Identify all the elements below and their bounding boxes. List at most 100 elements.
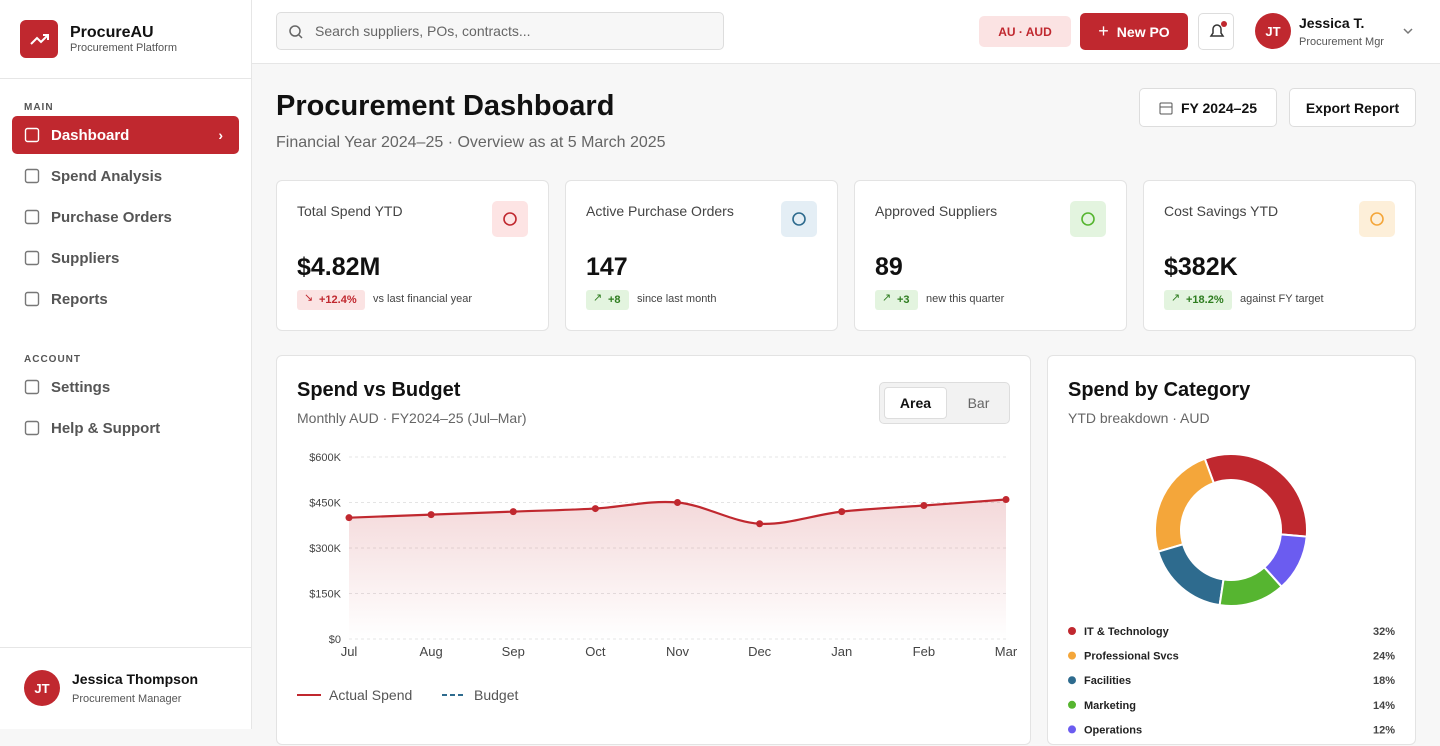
nav-item[interactable]: Spend Analysis <box>12 157 239 195</box>
icon <box>1081 212 1095 226</box>
trend-icon: ↗ <box>1171 292 1181 304</box>
point <box>1002 495 1010 503</box>
logo-icon <box>30 34 49 45</box>
topbar: Search suppliers, POs, contracts... AU ·… <box>252 0 1440 64</box>
nav-label: Help & Support <box>51 419 161 437</box>
legend-label: Marketing <box>1084 700 1136 712</box>
legend-value: 14% <box>1373 700 1395 712</box>
bell-icon <box>1209 21 1227 37</box>
area-fill <box>349 499 1006 639</box>
kpi-delta: +12.4% <box>297 290 365 310</box>
chart-subtitle: Monthly AUD · FY2024–25 (Jul–Mar) <box>297 410 527 426</box>
legend-label: Professional Svcs <box>1084 651 1179 663</box>
export-button[interactable]: Export Report <box>1289 88 1416 127</box>
kpi-value: 147 <box>586 253 628 281</box>
nav-section: MAIN <box>24 102 54 113</box>
plus-icon: + <box>1098 21 1109 41</box>
fy-button[interactable]: FY 2024–25 <box>1139 88 1277 127</box>
kpi-card: Active Purchase Orders 147 +8 since last mo… <box>565 180 838 331</box>
brand-sub: Procurement Platform <box>70 42 177 54</box>
nav-label: Purchase Orders <box>51 208 172 226</box>
avatar[interactable]: JT <box>1255 13 1291 49</box>
icon-shape <box>792 212 806 226</box>
icon-shape <box>503 212 517 226</box>
search[interactable]: Search suppliers, POs, contracts... <box>276 12 724 50</box>
nav-item[interactable]: Suppliers <box>12 239 239 277</box>
point <box>674 499 681 506</box>
icon-shape <box>1370 212 1384 226</box>
icon-shape <box>24 209 40 225</box>
icon-shape <box>24 250 40 266</box>
kpi-card: Approved Suppliers 89 +3 new this quarter ↗ <box>854 180 1127 331</box>
chart-title: Spend by Category <box>1068 379 1251 401</box>
nav-label: Dashboard <box>51 126 130 144</box>
kpi-delta: +8 <box>586 290 629 310</box>
legend-dot <box>1068 676 1076 685</box>
user-role: Procurement Mgr <box>1299 36 1384 48</box>
y-tick-label: $300K <box>309 543 341 555</box>
kpi-icon <box>1359 201 1395 237</box>
avatar: JT <box>24 670 60 706</box>
chevron: › <box>218 127 223 143</box>
x-tick-label: Mar <box>995 644 1018 659</box>
y-tick-label: $450K <box>309 498 341 510</box>
chevron <box>1403 28 1413 35</box>
nav-label: Reports <box>51 290 108 308</box>
page-subtitle: Financial Year 2024–25 · Overview as at … <box>276 134 666 151</box>
icon <box>792 212 806 226</box>
nav-label: Spend Analysis <box>51 167 163 185</box>
donut-segment <box>1262 533 1308 589</box>
nav-section: ACCOUNT <box>24 354 81 365</box>
legend-value: 18% <box>1373 675 1395 687</box>
toggle-bar[interactable]: Bar <box>967 395 990 411</box>
x-tick-label: Feb <box>913 644 935 659</box>
nav-item[interactable]: Dashboard › <box>12 116 239 154</box>
nav-item[interactable]: Help & Support <box>12 409 239 447</box>
search-icon <box>289 25 303 39</box>
y-tick-label: $0 <box>329 634 341 646</box>
legend-value: 24% <box>1373 651 1395 663</box>
nav-icon <box>24 168 40 184</box>
x-tick-label: Dec <box>748 644 772 659</box>
x-tick-label: Jul <box>341 644 358 659</box>
kpi-note: against FY target <box>1240 293 1324 305</box>
nav-label: Suppliers <box>51 249 120 267</box>
x-tick-label: Nov <box>666 644 690 659</box>
bell-button[interactable] <box>1198 13 1234 50</box>
point <box>756 520 764 528</box>
kpi-card: Total Spend YTD $4.82M +12.4% vs last finan… <box>276 180 549 331</box>
new-po-button[interactable]: + New PO <box>1080 13 1188 50</box>
point <box>509 508 517 516</box>
legend-label: Budget <box>474 687 518 703</box>
nav-icon <box>24 250 40 266</box>
new-po: New PO <box>1116 23 1170 40</box>
y-tick-label: $600K <box>309 452 341 464</box>
icon <box>503 212 517 226</box>
export: Export Report <box>1305 99 1400 116</box>
trend-icon: ↗ <box>882 292 892 304</box>
toggle: Area Bar <box>879 382 1010 424</box>
nav-item[interactable]: Settings <box>12 368 239 406</box>
nav-item[interactable]: Reports <box>12 280 239 318</box>
kpi-delta: +3 <box>875 290 918 310</box>
icon-shape <box>24 127 40 143</box>
kpi-icon <box>781 201 817 237</box>
donut-segment <box>1154 457 1216 553</box>
legend-dot <box>1068 725 1076 734</box>
chart-title: Spend vs Budget <box>297 379 461 401</box>
region: AU · AUD <box>998 24 1052 39</box>
nav-icon <box>24 420 40 436</box>
point <box>838 508 846 516</box>
nav-item[interactable]: Purchase Orders <box>12 198 239 236</box>
icon-shape <box>24 420 40 436</box>
divider <box>0 647 251 648</box>
divider <box>0 78 251 79</box>
user-name: Jessica Thompson <box>72 671 199 687</box>
region-pill[interactable]: AU · AUD <box>979 16 1071 47</box>
brand-logo <box>20 20 58 58</box>
legend-dot <box>1068 651 1076 660</box>
icon <box>1370 212 1384 226</box>
toggle-area[interactable]: Area <box>884 387 947 419</box>
legend-label: Facilities <box>1084 675 1131 687</box>
